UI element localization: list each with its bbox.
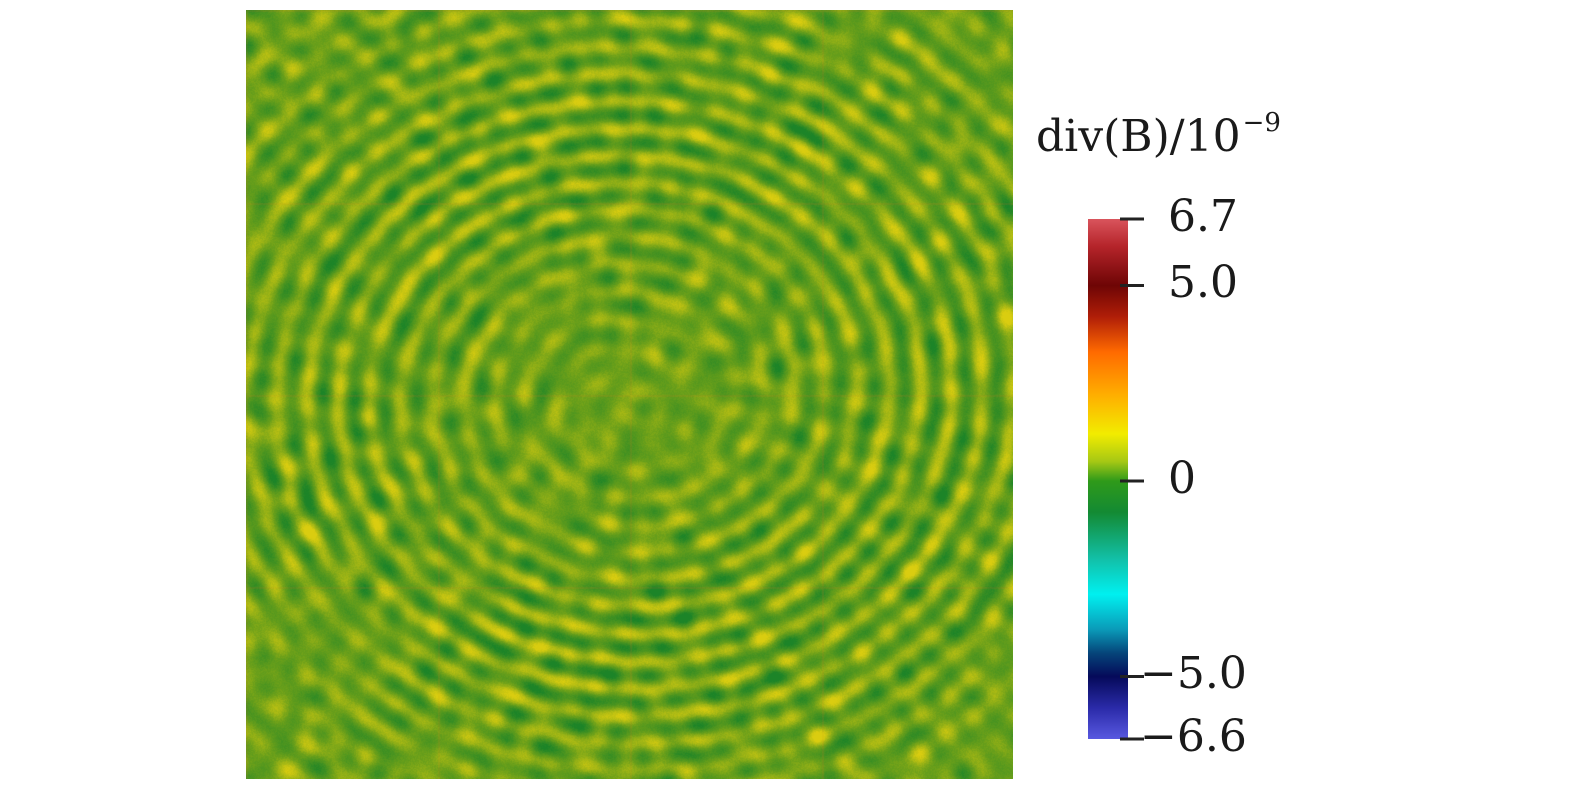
colorbar-title-text: div(B)/10 — [1036, 111, 1241, 162]
colorbar-tick-label: 0 — [1168, 452, 1196, 504]
divergence-field-heatmap — [246, 10, 1013, 779]
colorbar-tick-label: −6.6 — [1140, 711, 1247, 762]
colorbar-tick-label: 6.7 — [1168, 191, 1238, 242]
colorbar-title-exponent: −9 — [1242, 108, 1281, 138]
colorbar-gradient — [1088, 219, 1128, 739]
colorbar-tick-label: −5.0 — [1140, 648, 1247, 700]
colorbar-tick-label: 5.0 — [1168, 257, 1238, 309]
colorbar-title: div(B)/10−9 — [1036, 108, 1281, 162]
